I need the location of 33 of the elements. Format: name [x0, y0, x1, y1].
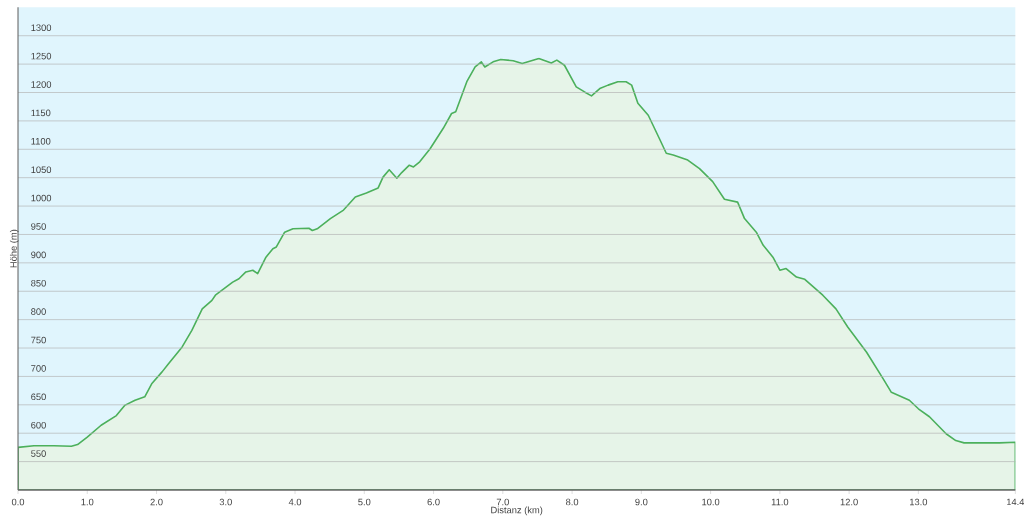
x-tick-label: 0.0 — [11, 498, 25, 506]
y-tick-label: 800 — [31, 308, 46, 316]
x-tick-label: 13.0 — [910, 498, 928, 506]
x-tick-label: 8.0 — [565, 498, 579, 506]
y-tick-label: 950 — [31, 223, 46, 230]
y-tick-label: 1300 — [31, 24, 52, 32]
y-axis-title: Höhe (m) — [9, 229, 19, 268]
x-tick-label: 2.0 — [150, 498, 163, 506]
y-tick-label: 1150 — [31, 109, 51, 117]
x-tick-label: 4.0 — [288, 498, 302, 506]
y-tick-label: 700 — [31, 365, 46, 372]
x-tick-label: 5.0 — [358, 498, 371, 506]
y-tick-label: 1200 — [31, 81, 52, 88]
x-tick-label: 1.0 — [81, 498, 94, 506]
y-tick-label: 600 — [31, 422, 46, 429]
y-tick-label: 750 — [31, 336, 46, 344]
y-tick-label: 1250 — [31, 52, 52, 60]
x-tick-label: 14.4 — [1006, 498, 1024, 506]
y-tick-label: 650 — [31, 393, 46, 401]
y-tick-label: 1050 — [31, 166, 52, 174]
x-axis-title: Distanz (km) — [491, 506, 543, 516]
x-tick-label: 3.0 — [219, 498, 232, 506]
y-tick-label: 1000 — [31, 194, 52, 202]
y-tick-label: 850 — [31, 280, 46, 287]
y-tick-label: 550 — [31, 450, 46, 458]
x-tick-label: 6.0 — [427, 498, 440, 506]
x-tick-label: 7.0 — [496, 498, 509, 506]
y-tick-label: 1100 — [31, 138, 51, 145]
x-tick-label: 11.0 — [771, 498, 789, 506]
x-tick-label: 10.0 — [702, 498, 720, 506]
x-tick-label: 9.0 — [635, 498, 648, 506]
x-tick-label: 12.0 — [840, 498, 858, 506]
y-tick-label: 900 — [31, 251, 46, 259]
